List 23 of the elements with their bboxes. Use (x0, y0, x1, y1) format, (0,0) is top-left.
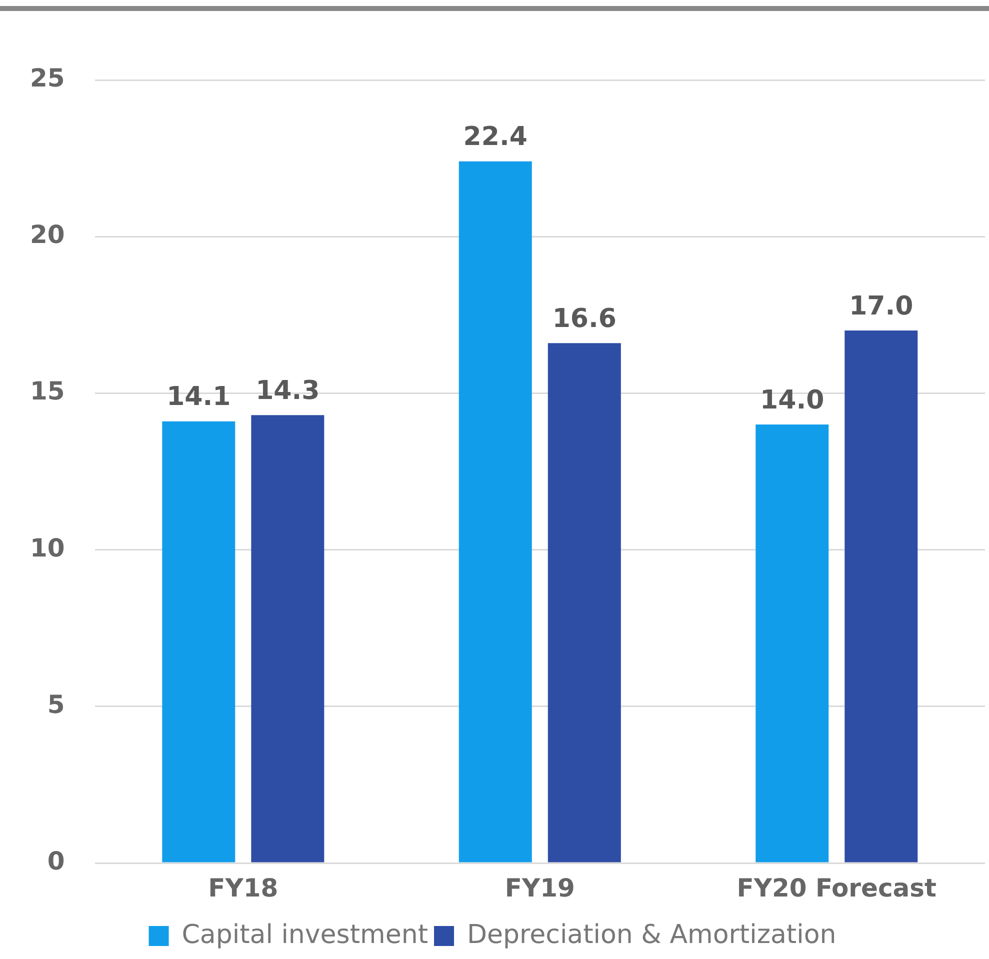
data-label: 16.6 (552, 304, 616, 334)
data-label: 14.3 (256, 376, 320, 406)
bar (548, 343, 621, 862)
data-label: 14.0 (760, 385, 824, 416)
y-tick-label: 5 (47, 690, 65, 719)
x-tick-label: FY20 Forecast (736, 874, 937, 902)
x-tick-label: FY19 (504, 874, 575, 902)
y-tick-label: 20 (30, 220, 65, 250)
y-tick-label: 15 (30, 376, 65, 406)
data-label: 17.0 (849, 291, 914, 322)
bar (458, 161, 532, 862)
bar (756, 424, 829, 862)
bar (844, 330, 918, 862)
bar (251, 415, 324, 862)
legend-label: Capital investment (182, 920, 428, 950)
legend-label: Depreciation & Amortization (467, 920, 836, 950)
y-tick-label: 10 (30, 533, 65, 562)
y-tick-label: 25 (30, 64, 65, 92)
bar (162, 421, 236, 862)
data-label: 22.4 (463, 122, 528, 152)
x-tick-label: FY18 (208, 874, 278, 902)
y-tick-label: 0 (47, 846, 65, 876)
data-label: 14.1 (166, 382, 231, 412)
